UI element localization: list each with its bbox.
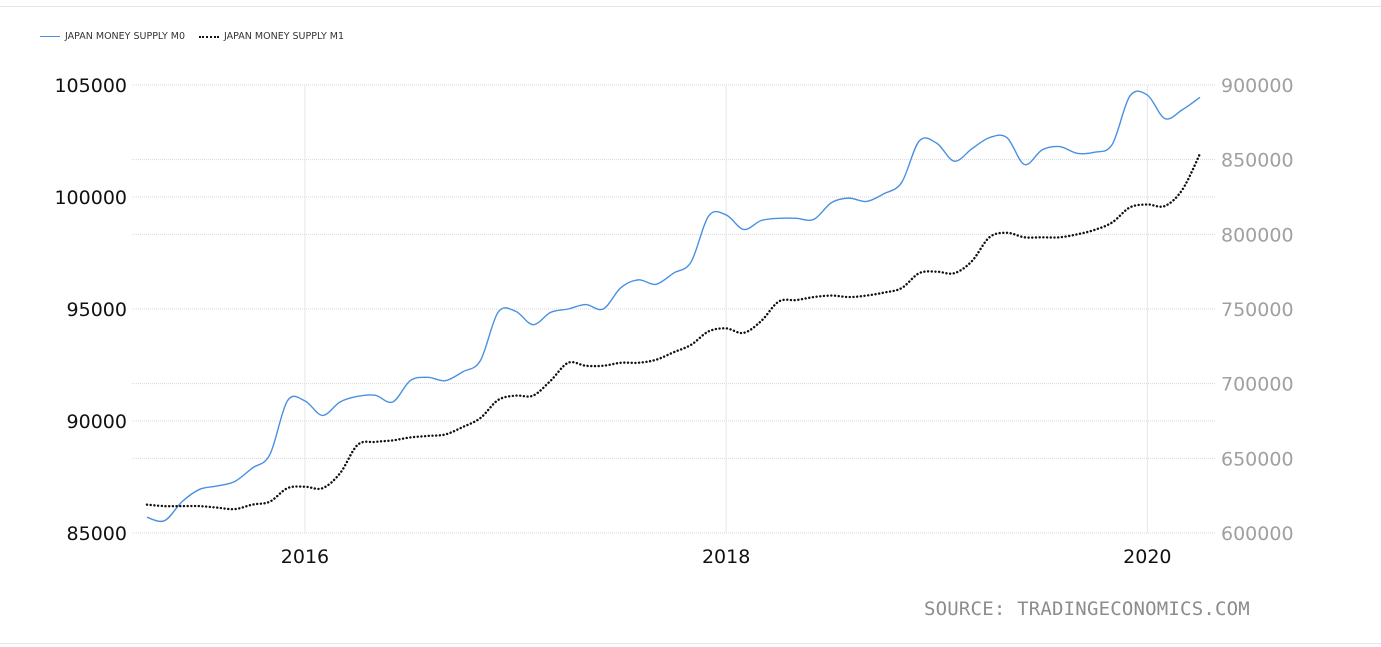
y-right-tick-label: 700000 [1221, 374, 1294, 396]
y-right-tick-label: 900000 [1221, 75, 1294, 97]
y-left-tick-label: 90000 [67, 411, 127, 433]
legend-label-m1: JAPAN MONEY SUPPLY M1 [224, 31, 345, 42]
y-left-tick-label: 100000 [54, 187, 127, 209]
legend-swatch-m0 [40, 36, 60, 37]
legend-label-m0: JAPAN MONEY SUPPLY M0 [65, 31, 186, 42]
series-line-m0 [146, 90, 1201, 523]
top-divider [0, 6, 1381, 7]
chart-legend: JAPAN MONEY SUPPLY M0 JAPAN MONEY SUPPLY… [40, 31, 358, 42]
y-left-tick-label: 95000 [67, 299, 127, 321]
y-right-tick-label: 750000 [1221, 299, 1294, 321]
y-right-tick-label: 600000 [1221, 523, 1294, 545]
x-tick-label: 2016 [281, 546, 329, 568]
bottom-divider [0, 643, 1381, 644]
source-credit: SOURCE: TRADINGECONOMICS.COM [924, 598, 1250, 620]
legend-swatch-m1 [199, 35, 220, 38]
x-tick-label: 2018 [702, 546, 750, 568]
y-left-tick-label: 105000 [54, 75, 127, 97]
legend-item-m0[interactable]: JAPAN MONEY SUPPLY M0 [40, 31, 185, 42]
y-right-tick-label: 850000 [1221, 150, 1294, 172]
y-left-tick-label: 85000 [67, 523, 127, 545]
y-right-tick-label: 650000 [1221, 448, 1294, 470]
series-line-m1 [145, 152, 1202, 511]
y-right-tick-label: 800000 [1221, 224, 1294, 246]
legend-item-m1[interactable]: JAPAN MONEY SUPPLY M1 [199, 31, 344, 42]
x-tick-label: 2020 [1123, 546, 1171, 568]
